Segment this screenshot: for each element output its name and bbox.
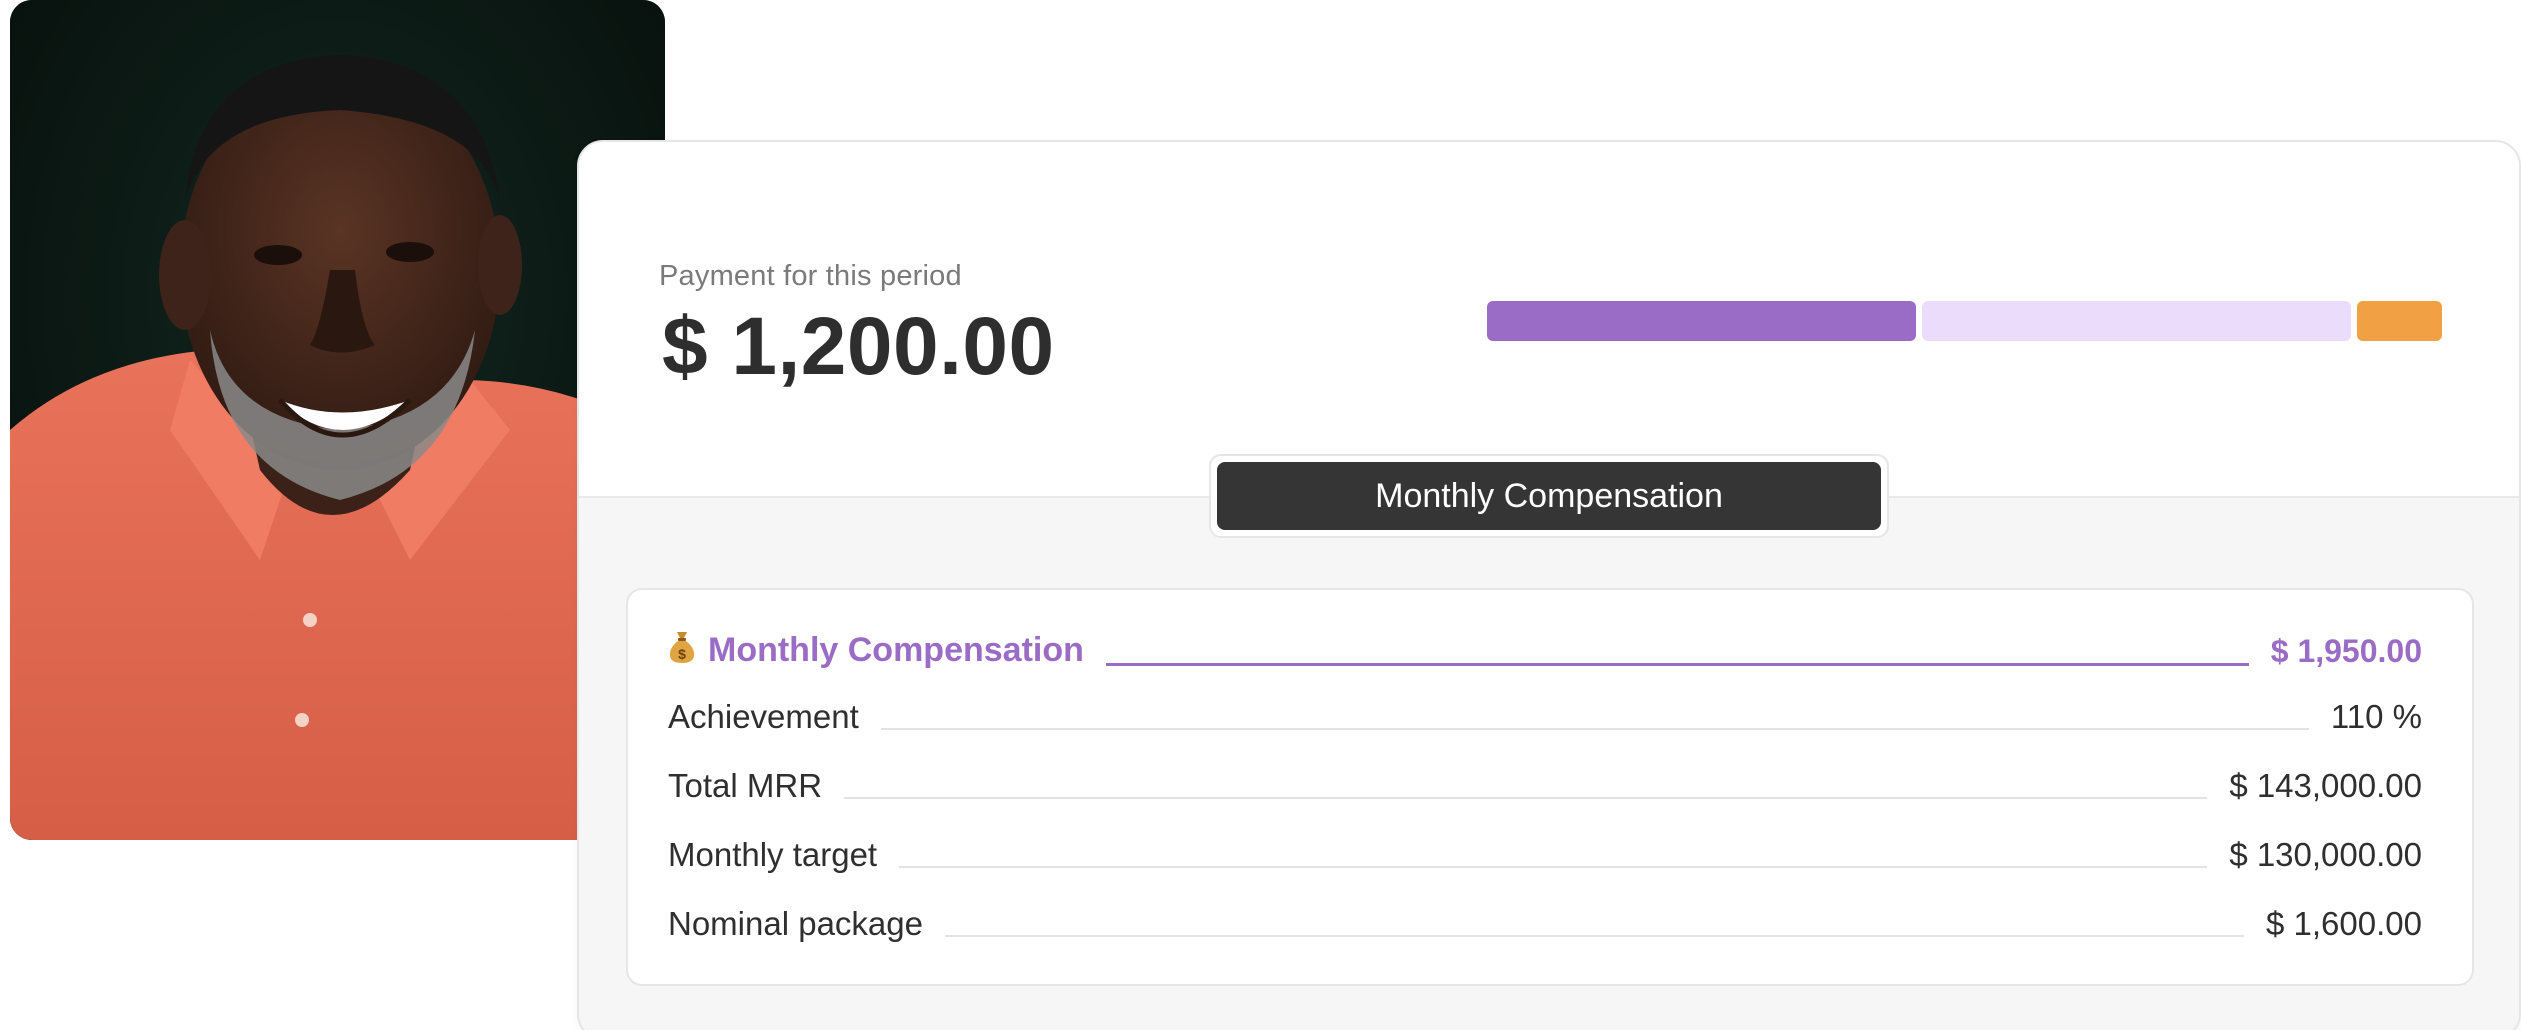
leader-line	[899, 866, 2208, 868]
payment-period-amount: $ 1,200.00	[662, 301, 1055, 392]
detail-value: $ 1,600.00	[2266, 905, 2422, 942]
compensation-details: $ Monthly Compensation $ 1,950.00 Achiev…	[626, 588, 2474, 986]
person-photo-illustration	[10, 0, 665, 840]
detail-label: Achievement	[668, 698, 859, 735]
detail-value: $ 143,000.00	[2229, 767, 2422, 804]
leader-line	[880, 728, 2309, 730]
svg-text:$: $	[678, 646, 686, 662]
tab-monthly-compensation[interactable]: Monthly Compensation	[1217, 462, 1881, 530]
detail-row-monthly-target: Monthly target $ 130,000.00	[668, 830, 2422, 874]
compensation-total-value: $ 1,950.00	[2270, 633, 2422, 669]
progress-segment-bonus	[2357, 301, 2442, 341]
detail-label: Total MRR	[668, 767, 823, 804]
progress-segment-remaining	[1922, 301, 2352, 341]
detail-value: $ 130,000.00	[2229, 836, 2422, 873]
person-photo	[10, 0, 665, 840]
compensation-title: $ Monthly Compensation	[668, 630, 1084, 670]
payment-period-label: Payment for this period	[659, 260, 962, 292]
money-bag-icon: $	[669, 632, 695, 663]
leader-line	[844, 797, 2208, 799]
compensation-total-row: $ Monthly Compensation $ 1,950.00	[668, 626, 2422, 670]
detail-row-achievement: Achievement 110 %	[668, 692, 2422, 736]
leader-line	[944, 935, 2245, 937]
leader-line	[1105, 663, 2249, 666]
progress-segment-paid	[1487, 301, 1917, 341]
detail-row-nominal-package: Nominal package $ 1,600.00	[668, 899, 2422, 943]
tab-bar: Monthly Compensation	[1209, 454, 1889, 538]
compensation-title-text: Monthly Compensation	[708, 631, 1084, 669]
detail-value: 110 %	[2330, 698, 2422, 735]
detail-label: Nominal package	[668, 905, 923, 942]
detail-label: Monthly target	[668, 836, 878, 873]
payment-progress-bar	[1487, 301, 2442, 341]
detail-row-total-mrr: Total MRR $ 143,000.00	[668, 761, 2422, 805]
payment-card: Payment for this period $ 1,200.00 Month…	[577, 140, 2521, 1030]
